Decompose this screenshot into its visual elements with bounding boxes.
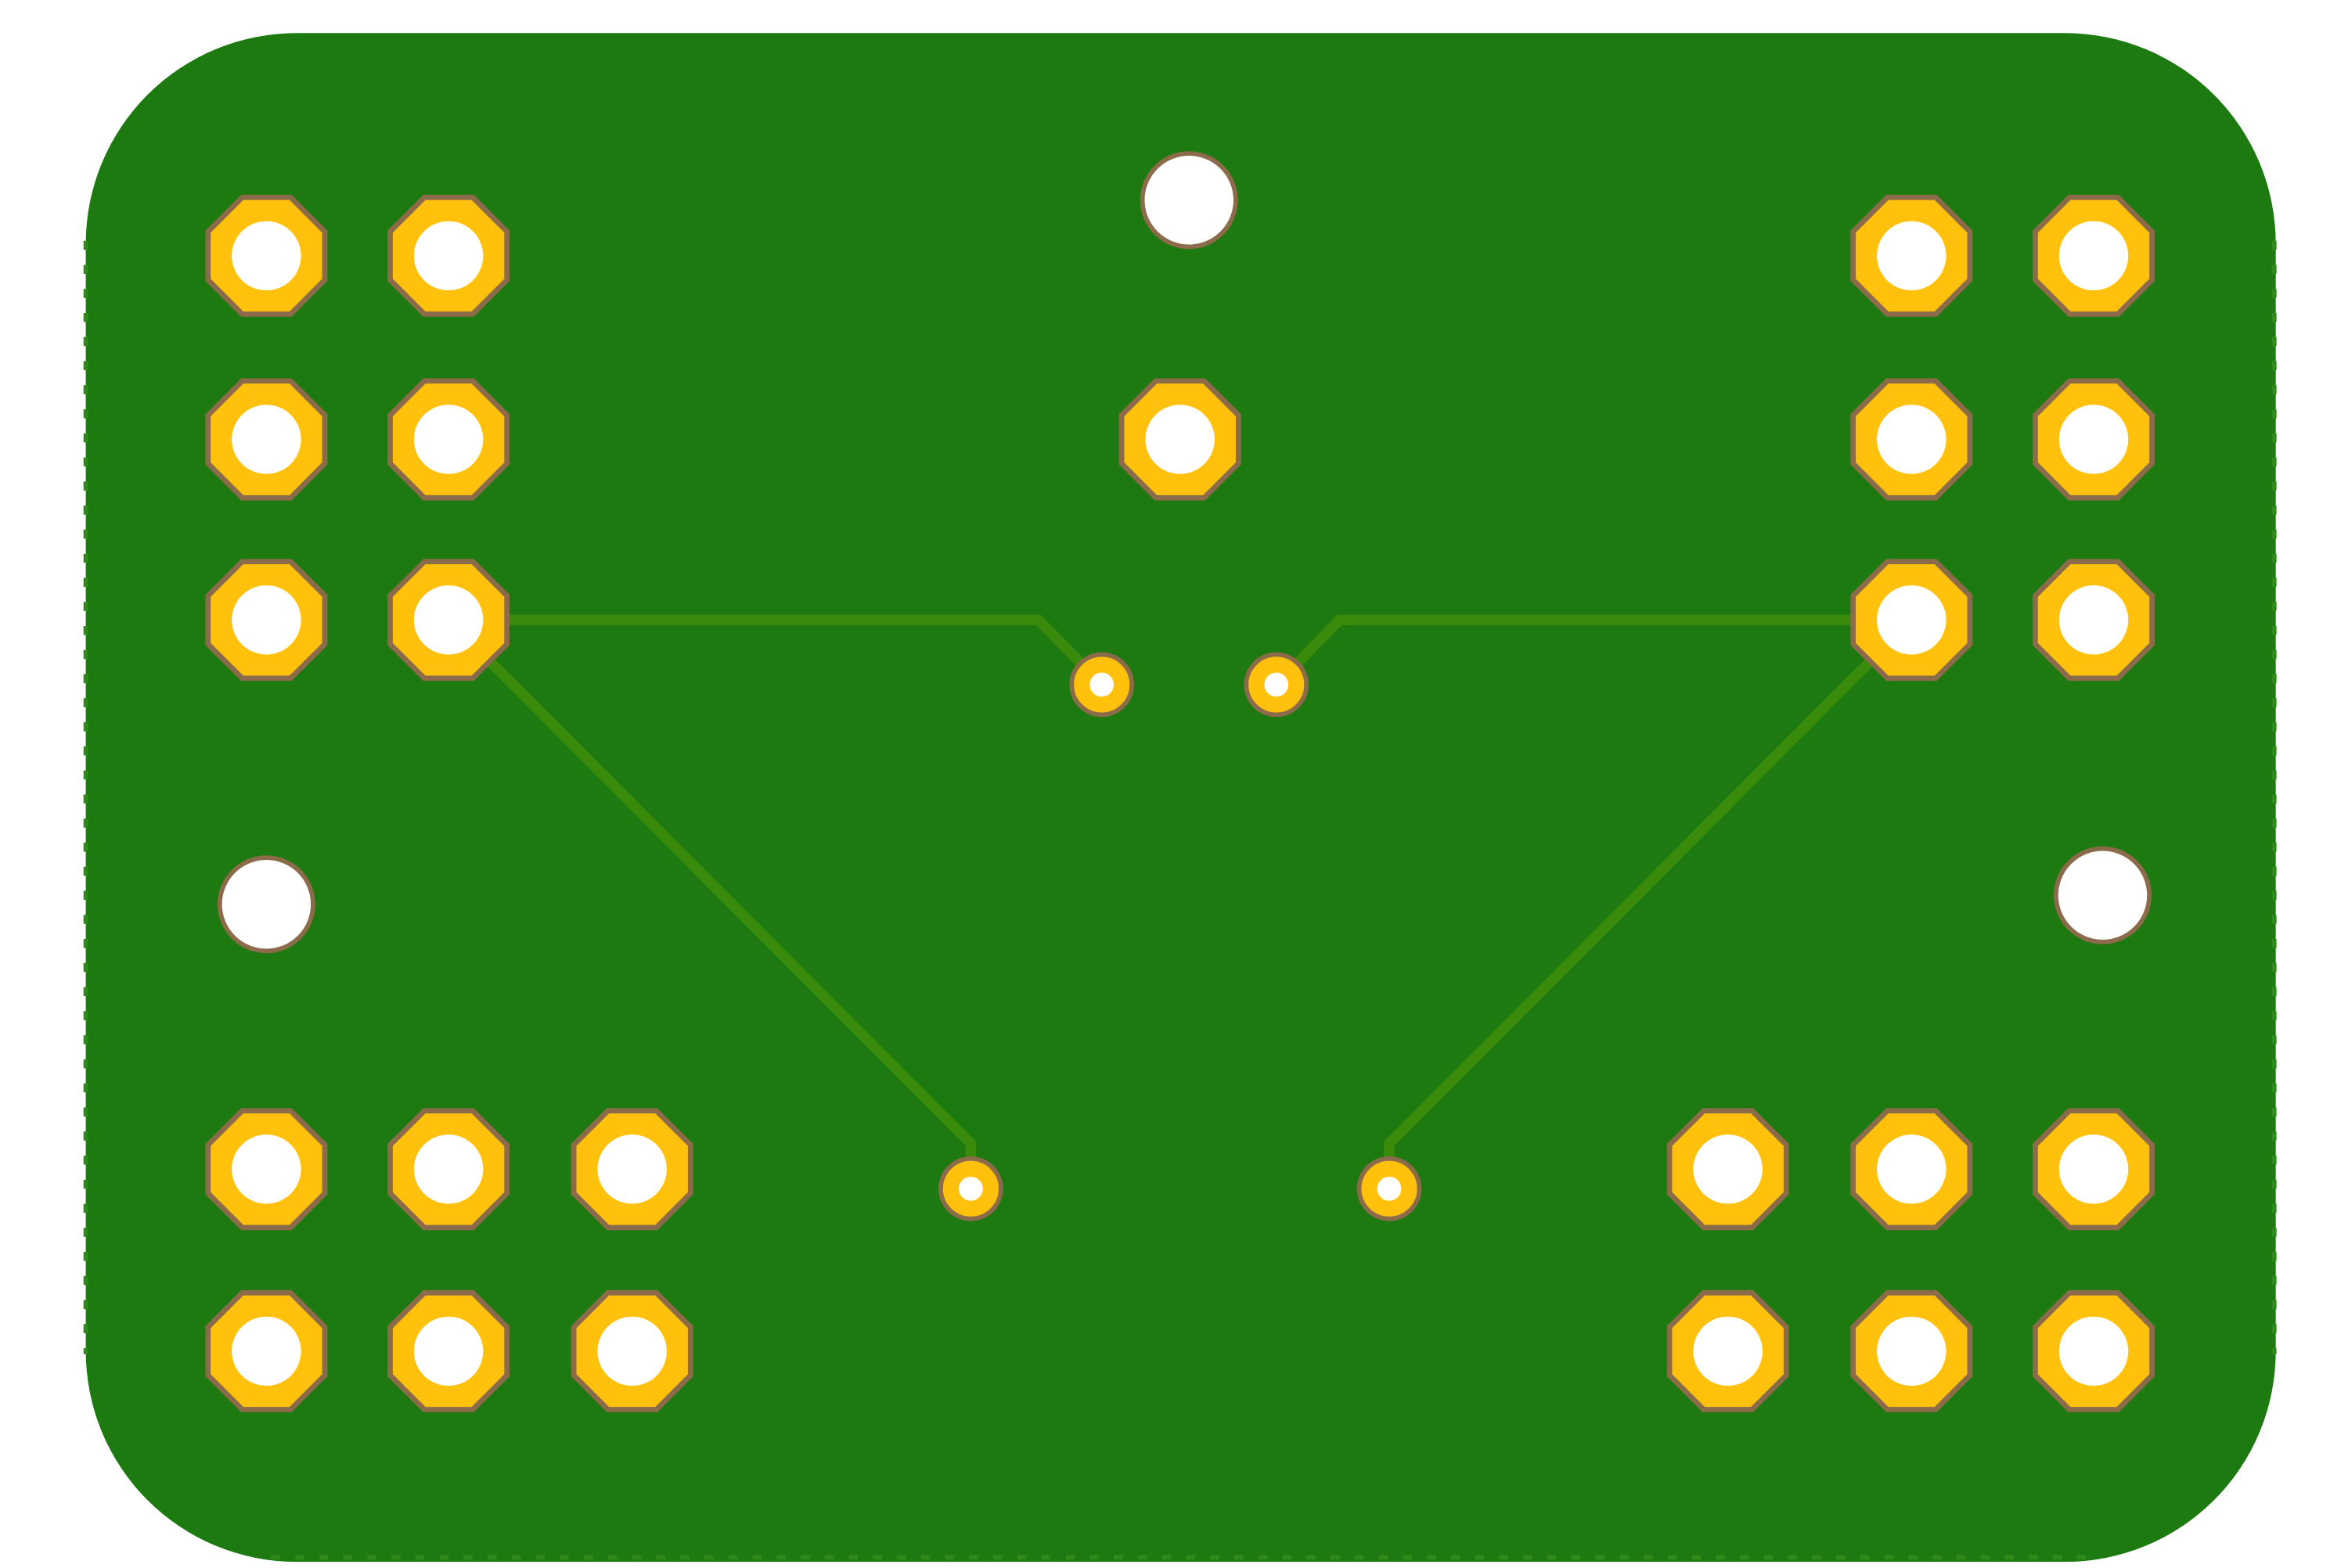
top-right-header-pad-r1c2-drill xyxy=(2058,221,2129,291)
bottom-left-header-pad-r1c2 xyxy=(387,1108,510,1231)
bottom-left-header-pad-r2c1-drill xyxy=(232,1316,301,1386)
via-lower-left xyxy=(938,1156,1003,1221)
top-left-header-pad-r3c1-drill xyxy=(232,585,301,655)
top-left-header-pad-r2c2-drill xyxy=(413,405,484,474)
via-lower-left-drill xyxy=(959,1176,983,1201)
via-upper-left-drill xyxy=(1089,672,1115,697)
top-left-header-pad-r2c2 xyxy=(387,378,510,501)
bottom-right-header-pad-r2c1-drill xyxy=(1693,1316,1763,1386)
bottom-right-header-pad-r2c2 xyxy=(1850,1289,1973,1412)
bottom-left-header-pad-r2c3-drill xyxy=(597,1316,667,1386)
top-right-header-pad-r2c2 xyxy=(2033,378,2155,501)
top-left-header-pad-r2c1 xyxy=(205,378,328,501)
top-right-header-pad-r3c2-drill xyxy=(2058,585,2129,655)
bottom-right-header-pad-r2c2-drill xyxy=(1877,1316,1946,1386)
top-left-header-pad-r3c1 xyxy=(205,559,328,682)
via-upper-left xyxy=(1069,652,1135,717)
top-right-header-pad-r1c1-drill xyxy=(1877,221,1946,291)
bottom-left-header-pad-r1c1 xyxy=(205,1108,328,1231)
top-right-header-pad-r2c2-drill xyxy=(2058,405,2129,474)
top-left-header-pad-r3c2 xyxy=(387,559,510,682)
bottom-right-header-pad-r1c3 xyxy=(2033,1108,2155,1231)
bottom-right-header-pad-r2c3-drill xyxy=(2058,1316,2129,1386)
mounting-hole-left xyxy=(217,855,315,954)
bottom-left-header-pad-r2c2-drill xyxy=(413,1316,484,1386)
bottom-right-header-pad-r2c3 xyxy=(2033,1289,2155,1412)
bottom-left-header-pad-r1c2-drill xyxy=(413,1135,484,1204)
bottom-left-header-pad-r2c2 xyxy=(387,1289,510,1412)
bottom-right-header-pad-r1c2-drill xyxy=(1877,1135,1946,1204)
bottom-left-header-pad-r1c3-drill xyxy=(597,1135,667,1204)
top-left-header-pad-r1c1 xyxy=(205,194,328,317)
mounting-hole-top xyxy=(1140,151,1238,250)
top-right-header-pad-r3c1 xyxy=(1850,559,1973,682)
pad-layer xyxy=(205,194,2155,1412)
bottom-right-header-pad-r1c2 xyxy=(1850,1108,1973,1231)
top-left-header-pad-r1c2 xyxy=(387,194,510,317)
center-pad xyxy=(1118,378,1241,501)
bottom-left-header-pad-r1c3 xyxy=(571,1108,693,1231)
bottom-left-header-pad-r2c3 xyxy=(571,1289,693,1412)
top-left-header-pad-r1c1-drill xyxy=(232,221,301,291)
bottom-right-header-pad-r1c1-drill xyxy=(1693,1135,1763,1204)
bottom-right-header-pad-r2c1 xyxy=(1666,1289,1789,1412)
top-right-header-pad-r3c2 xyxy=(2033,559,2155,682)
top-left-header-pad-r1c2-drill xyxy=(413,221,484,291)
bottom-right-header-pad-r1c1 xyxy=(1666,1108,1789,1231)
via-upper-right-drill xyxy=(1264,672,1289,697)
top-right-header-pad-r2c1-drill xyxy=(1877,405,1946,474)
hole-layer xyxy=(217,151,2152,954)
top-right-header-pad-r1c1 xyxy=(1850,194,1973,317)
bottom-left-header-pad-r2c1 xyxy=(205,1289,328,1412)
via-lower-right-drill xyxy=(1377,1176,1402,1201)
mounting-hole-right xyxy=(2054,846,2152,944)
bottom-left-header-pad-r1c1-drill xyxy=(232,1135,301,1204)
bottom-right-header-pad-r1c3-drill xyxy=(2058,1135,2129,1204)
via-upper-right xyxy=(1244,652,1309,717)
via-lower-right xyxy=(1356,1156,1422,1221)
top-left-header-pad-r3c2-drill xyxy=(413,585,484,655)
top-right-header-pad-r2c1 xyxy=(1850,378,1973,501)
top-left-header-pad-r2c1-drill xyxy=(232,405,301,474)
center-pad-drill xyxy=(1145,405,1215,474)
top-right-header-pad-r1c2 xyxy=(2033,194,2155,317)
top-right-header-pad-r3c1-drill xyxy=(1877,585,1946,655)
